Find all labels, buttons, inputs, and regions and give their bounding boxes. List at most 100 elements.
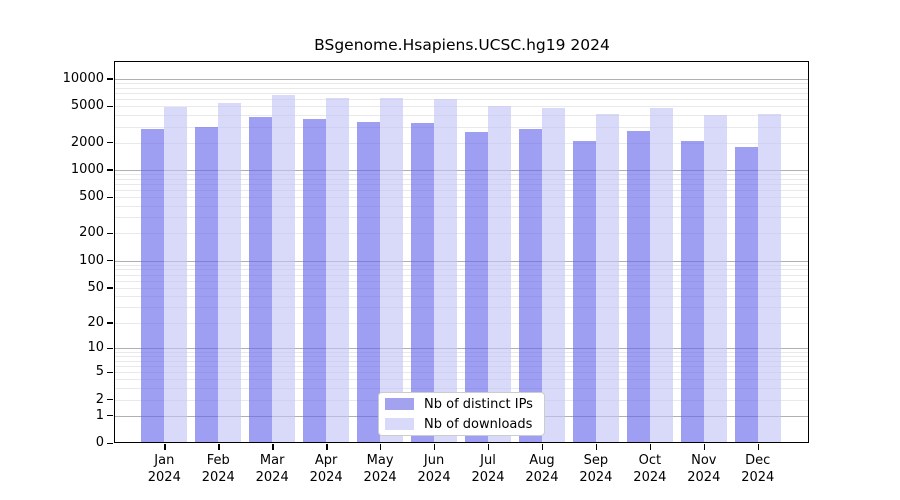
gridline-minor [115,372,808,374]
y-axis-tick [107,287,113,289]
bar-distinct-ips [357,122,381,443]
gridline-minor [115,388,808,390]
x-axis-tick [218,444,220,450]
x-axis-tick [757,444,760,450]
x-axis-label: Dec 2024 [741,453,775,485]
legend: Nb of distinct IPs Nb of downloads [378,392,545,436]
y-axis-tick [107,196,113,199]
y-axis-label: 0 [95,435,104,450]
legend-entry-distinct-ips: Nb of distinct IPs [379,396,544,413]
bar-distinct-ips [734,147,758,443]
y-axis-tick [107,347,113,350]
x-axis-label: Jul 2024 [471,453,505,485]
y-axis-label: 1000 [70,161,104,177]
bar-distinct-ips [411,123,435,443]
x-axis-tick [703,444,706,450]
bar-distinct-ips [572,141,596,443]
y-axis-tick [107,322,113,324]
x-axis-label: Nov 2024 [687,453,721,485]
bar-downloads [434,99,458,443]
y-axis-tick [107,399,113,401]
gridline-minor [115,233,808,235]
gridline-minor [115,190,808,192]
gridline-minor [115,206,808,208]
x-axis-label: Jan 2024 [147,453,181,485]
y-axis-tick [107,105,113,108]
y-axis-label: 5 [95,364,104,380]
bar-downloads [218,102,242,443]
gridline-minor [115,356,808,358]
bar-downloads [757,113,781,443]
legend-swatch-downloads-icon [385,418,414,430]
gridline-minor [115,274,808,276]
bar-distinct-ips [518,128,542,443]
x-axis-tick [272,444,274,450]
gridline-minor [115,106,808,108]
bar-distinct-ips [195,127,219,443]
legend-label-downloads: Nb of downloads [424,416,533,432]
gridline-minor [115,87,808,89]
gridline-minor [115,322,808,324]
bar-downloads [326,97,350,443]
y-axis-tick [107,232,113,235]
y-axis-tick [107,142,113,144]
y-axis-label: 10 [87,340,104,356]
gridline-major [115,348,808,350]
y-axis-label: 50 [87,279,104,295]
x-axis-label: Jun 2024 [417,453,451,485]
x-axis-tick [488,444,490,450]
bar-distinct-ips [249,117,273,443]
y-axis-label: 5000 [70,98,104,114]
x-axis-label: Oct 2024 [633,453,667,485]
bar-distinct-ips [303,118,327,443]
bar-downloads [703,115,727,443]
x-axis-tick [595,444,598,450]
legend-swatch-distinct-ips-icon [385,398,414,410]
y-axis-tick [107,415,113,417]
y-axis-label: 1 [95,407,104,423]
y-axis-label: 500 [79,189,104,205]
legend-entry-downloads: Nb of downloads [379,416,544,433]
bar-distinct-ips [626,130,650,443]
gridline-minor [115,360,808,362]
gridline-minor [115,184,808,186]
gridline-major [115,169,808,171]
gridline-minor [115,287,808,289]
x-axis-tick [164,444,166,450]
gridline-minor [115,352,808,353]
bar-downloads [649,107,673,443]
gridline-minor [115,142,808,144]
x-axis-label: Aug 2024 [525,453,559,485]
y-axis-label: 2000 [70,134,104,150]
y-axis-tick [107,371,113,374]
bar-downloads [164,107,188,443]
x-axis-tick [326,444,328,450]
gridline-minor [115,307,808,309]
x-axis-tick [541,444,544,450]
x-axis-tick [649,444,652,450]
y-axis-tick [107,260,113,262]
x-axis-tick [380,444,382,450]
y-axis-tick [107,169,113,171]
bar-distinct-ips [465,132,488,443]
y-axis-label: 200 [79,225,104,241]
y-axis-label: 20 [87,314,104,330]
y-axis-tick [107,78,113,80]
bar-distinct-ips [680,141,704,443]
y-axis-label: 100 [79,252,104,268]
gridline-major [115,260,808,262]
x-axis-label: May 2024 [363,453,397,485]
bar-downloads [595,114,619,443]
gridline-minor [115,280,808,282]
gridline-minor [115,379,808,381]
gridline-minor [115,126,808,128]
x-axis-label: Mar 2024 [255,453,289,485]
x-axis-label: Apr 2024 [309,453,343,485]
legend-label-distinct-ips: Nb of distinct IPs [424,396,533,412]
bar-downloads [488,105,511,443]
gridline-minor [115,83,808,85]
gridline-minor [115,197,808,199]
gridline-minor [115,99,808,101]
x-axis-label: Feb 2024 [201,453,235,485]
